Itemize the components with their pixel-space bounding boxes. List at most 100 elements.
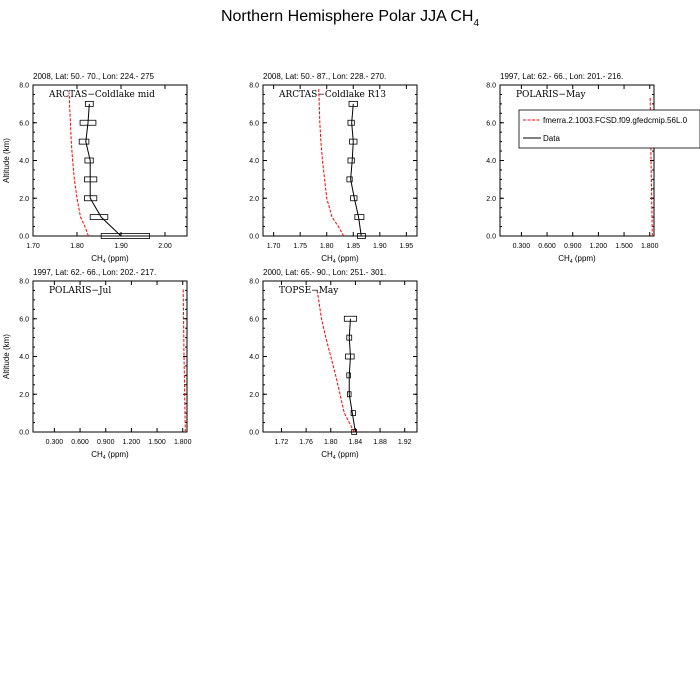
chart-panel-2: 2008, Lat: 50.- 87., Lon: 228.- 270. 0.0 2…	[249, 72, 418, 265]
x-axis-label-main: CH	[321, 450, 333, 459]
y-tick-label: 6.0	[249, 316, 259, 323]
x-axis-label-main: CH	[558, 254, 570, 263]
x-axis-label: CH4 (ppm)	[91, 254, 129, 265]
x-tick-label: 1.80	[70, 243, 84, 250]
y-tick-label: 2.0	[19, 196, 29, 203]
x-tick-label: 0.600	[538, 243, 556, 250]
panel-header: 2008, Lat: 50.- 87., Lon: 228.- 270.	[263, 72, 386, 81]
figure-title: Northern Hemisphere Polar JJA CH4	[221, 8, 480, 29]
x-tick-label: 1.95	[400, 243, 414, 250]
x-tick-label: 0.300	[46, 439, 64, 446]
data-range-box	[89, 214, 109, 221]
x-tick-label: 1.84	[349, 439, 363, 446]
y-tick-label: 0.0	[19, 430, 29, 437]
x-axis-label: CH4 (ppm)	[321, 450, 359, 461]
y-tick-label: 8.0	[19, 279, 29, 286]
chart-panel-4: 1997, Lat: 62.- 66., Lon: 202.- 217. 0.0 2…	[2, 268, 192, 461]
x-tick-label: 1.500	[615, 243, 633, 250]
chart-panel-3: 1997, Lat: 62.- 66., Lon: 201.- 216. 0.0 2…	[486, 72, 700, 265]
x-axis-label: CH4 (ppm)	[91, 450, 129, 461]
x-axis-label-sub: 4	[333, 259, 336, 265]
y-tick-label: 6.0	[19, 316, 29, 323]
panel-header: 2000, Lat: 65.- 90., Lon: 251.- 301.	[263, 268, 386, 277]
chart-legend: fmerra.2.1003.FCSD.f09.gfedcmip.56L.0 Dat…	[518, 109, 700, 149]
data-range-box	[100, 233, 150, 239]
x-tick-label: 1.200	[123, 439, 141, 446]
legend-model-label: fmerra.2.1003.FCSD.f09.gfedcmip.56L.0	[543, 116, 688, 125]
x-axis-label-unit: (ppm)	[336, 450, 359, 459]
data-series-line	[85, 103, 122, 237]
y-tick-label: 2.0	[19, 392, 29, 399]
x-tick-label: 1.80	[324, 439, 338, 446]
y-tick-label: 6.0	[19, 120, 29, 127]
x-axis-label-main: CH	[321, 254, 333, 263]
chart-panels: 2008, Lat: 50.- 70., Lon: 224.- 275 0.0 2.…	[2, 72, 700, 461]
x-tick-label: 0.900	[97, 439, 115, 446]
data-series-line	[348, 318, 356, 433]
x-axis-label: CH4 (ppm)	[558, 254, 596, 265]
data-range-box	[347, 157, 355, 164]
y-tick-label: 8.0	[486, 83, 496, 90]
campaign-label: POLARIS−May	[516, 90, 587, 100]
campaign-label: POLARIS−Jul	[49, 286, 111, 296]
y-tick-label: 0.0	[19, 234, 29, 241]
y-tick-label: 4.0	[249, 354, 259, 361]
model-series-line	[68, 92, 89, 237]
x-tick-label: 1.75	[293, 243, 307, 250]
x-axis-label-main: CH	[91, 254, 103, 263]
x-tick-label: 1.200	[590, 243, 608, 250]
panel-header: 2008, Lat: 50.- 70., Lon: 224.- 275	[33, 72, 155, 81]
y-tick-label: 2.0	[249, 196, 259, 203]
x-tick-label: 1.70	[26, 243, 40, 250]
x-tick-label: 1.90	[114, 243, 128, 250]
x-axis-label-sub: 4	[103, 455, 106, 461]
data-range-box	[347, 119, 355, 126]
panel-header: 1997, Lat: 62.- 66., Lon: 201.- 216.	[500, 72, 623, 81]
y-axis-label: Altitude (km)	[2, 138, 11, 183]
x-tick-label: 1.70	[267, 243, 281, 250]
x-tick-label: 1.800	[174, 439, 192, 446]
x-axis-label: CH4 (ppm)	[321, 254, 359, 265]
x-tick-label: 2.00	[158, 243, 172, 250]
y-tick-label: 8.0	[249, 279, 259, 286]
y-tick-label: 6.0	[486, 120, 496, 127]
x-tick-label: 1.90	[373, 243, 387, 250]
legend-data-label: Data	[543, 134, 560, 143]
data-range-box	[84, 157, 94, 164]
chart-panel-5: 2000, Lat: 65.- 90., Lon: 251.- 301. 0.0 2…	[249, 268, 418, 461]
model-series-line	[182, 288, 186, 433]
campaign-label: TOPSE−May	[279, 286, 339, 296]
y-tick-label: 2.0	[249, 392, 259, 399]
x-tick-label: 1.800	[641, 243, 659, 250]
y-tick-label: 6.0	[249, 120, 259, 127]
model-series-line	[316, 290, 355, 433]
x-axis-label-unit: (ppm)	[106, 450, 129, 459]
x-tick-label: 1.500	[148, 439, 166, 446]
x-axis-label-sub: 4	[333, 455, 336, 461]
x-axis-label-main: CH	[91, 450, 103, 459]
x-tick-label: 0.300	[513, 243, 531, 250]
y-tick-label: 0.0	[486, 234, 496, 241]
x-axis-label-unit: (ppm)	[573, 254, 596, 263]
data-range-box	[357, 233, 366, 239]
x-tick-label: 1.76	[299, 439, 313, 446]
panel-header: 1997, Lat: 62.- 66., Lon: 202.- 217.	[33, 268, 156, 277]
data-range-box	[346, 176, 353, 183]
y-tick-label: 0.0	[249, 234, 259, 241]
y-tick-label: 4.0	[19, 354, 29, 361]
y-tick-label: 8.0	[249, 83, 259, 90]
y-tick-label: 2.0	[486, 196, 496, 203]
y-tick-label: 4.0	[19, 158, 29, 165]
legend-box	[518, 109, 700, 149]
data-range-box	[78, 138, 90, 145]
data-range-box	[351, 429, 358, 435]
data-range-box	[346, 372, 351, 379]
campaign-label: ARCTAS−Coldlake R13	[278, 90, 386, 100]
x-axis-label-sub: 4	[103, 259, 106, 265]
y-tick-label: 0.0	[249, 430, 259, 437]
y-tick-label: 8.0	[19, 83, 29, 90]
data-range-box	[350, 410, 356, 417]
x-tick-label: 1.80	[320, 243, 334, 250]
x-axis-label-unit: (ppm)	[336, 254, 359, 263]
